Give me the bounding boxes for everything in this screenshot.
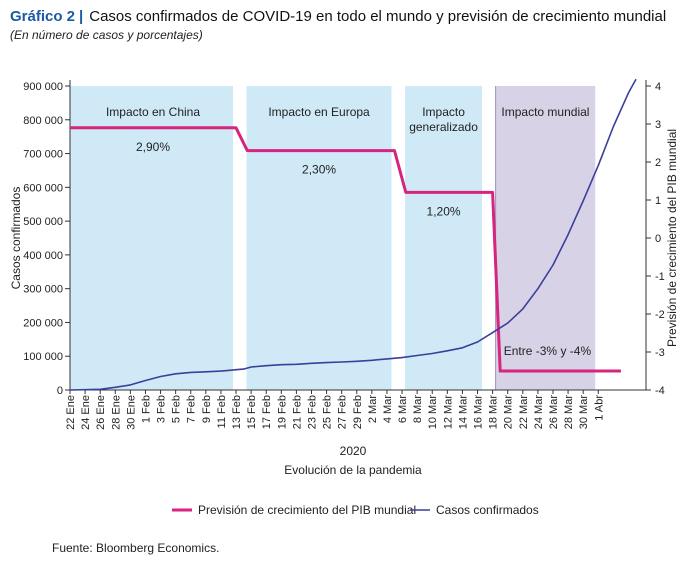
y-left-tick-label: 700 000 xyxy=(23,149,63,161)
phase-value-label: 2,90% xyxy=(136,140,170,154)
x-tick-label: 19 Feb xyxy=(276,395,288,429)
x-tick-label: 4 Mar xyxy=(382,395,394,423)
x-tick-label: 2 Mar xyxy=(367,395,379,423)
phase-labels: Impacto en China 2,90% Impacto en Europa 2,… xyxy=(106,105,591,358)
x-tick-label: 26 Ene xyxy=(95,395,107,430)
chart-subtitle: (En número de casos y porcentajes) xyxy=(10,28,203,42)
x-tick-label: 27 Feb xyxy=(337,395,349,429)
x-tick-label: 11 Feb xyxy=(216,395,228,428)
x-tick-label: 23 Feb xyxy=(306,395,318,429)
series-line-cases xyxy=(69,78,637,391)
phase-value-label: Entre -3% y -4% xyxy=(504,344,592,358)
x-tick-label: 3 Feb xyxy=(156,395,168,423)
y-left-tick-label: 800 000 xyxy=(23,115,63,127)
x-tick-label: 22 Mar xyxy=(518,395,530,430)
y-left-tick-label: 0 xyxy=(57,385,63,397)
phase-band xyxy=(495,86,596,390)
x-tick-label: 10 Mar xyxy=(427,395,439,430)
y-right-tick-label: 1 xyxy=(655,195,661,207)
x-tick-label: 1 Feb xyxy=(140,395,152,423)
x-tick-label: 7 Feb xyxy=(186,395,198,423)
figure-label: Gráfico 2 xyxy=(10,8,76,25)
source-note: Fuente: Bloomberg Economics. xyxy=(52,541,220,555)
phase-band xyxy=(405,86,483,390)
y-left-tick-label: 200 000 xyxy=(23,317,63,329)
phase-title: Impacto en Europa xyxy=(268,105,370,119)
x-tick-label: 20 Mar xyxy=(503,395,515,430)
x-tick-label: 8 Mar xyxy=(412,395,424,423)
y-left-tick-label: 100 000 xyxy=(23,351,63,363)
y-left-tick-label: 600 000 xyxy=(23,182,63,194)
y-right-tick-label: -3 xyxy=(655,347,665,359)
series-lines xyxy=(69,78,637,391)
x-tick-label: 25 Feb xyxy=(322,395,334,429)
x-tick-label: 1 Abr xyxy=(593,395,605,421)
x-tick-label: 18 Mar xyxy=(488,395,500,430)
x-axis-year: 2020 xyxy=(340,444,367,458)
x-tick-label: 28 Ene xyxy=(110,395,122,430)
legend-gdp-label: Previsión de crecimiento del PIB mundial xyxy=(198,503,416,517)
y-axis-right-label: Previsión de crecimiento del PIB mundial xyxy=(665,129,679,347)
series-line-gdp xyxy=(70,126,621,373)
y-left-tick-label: 500 000 xyxy=(23,216,63,228)
phase-title: Impacto mundial xyxy=(501,105,589,119)
phase-title: Impacto xyxy=(422,105,465,119)
x-tick-label: 12 Mar xyxy=(442,395,454,430)
y-left-tick-label: 400 000 xyxy=(23,250,63,262)
phase-band xyxy=(246,86,392,390)
y-axis-left-label: Casos confirmados xyxy=(9,187,23,290)
phase-bands xyxy=(70,86,596,390)
phase-value-label: 2,30% xyxy=(302,163,336,177)
x-tick-label: 28 Mar xyxy=(563,395,575,430)
x-tick-label: 26 Mar xyxy=(548,395,560,430)
x-axis-label: Evolución de la pandemia xyxy=(284,463,422,477)
axes: 0 100 000 200 000 300 000 400 000 500 000 600 … xyxy=(9,80,679,477)
y-right-tick-label: -1 xyxy=(655,271,665,283)
x-tick-label: 29 Feb xyxy=(352,395,364,429)
x-tick-label: 30 Mar xyxy=(578,395,590,430)
x-tick-label: 17 Feb xyxy=(261,395,273,429)
x-tick-label: 14 Mar xyxy=(457,395,469,430)
x-tick-label: 15 Feb xyxy=(246,395,258,429)
phase-title: Impacto en China xyxy=(106,105,200,119)
x-tick-label: 24 Ene xyxy=(80,395,92,430)
y-left-tick-label: 900 000 xyxy=(23,81,63,93)
phase-value-label: 1,20% xyxy=(427,204,461,218)
x-tick-label: 30 Ene xyxy=(125,395,137,430)
legend: Previsión de crecimiento del PIB mundial… xyxy=(172,503,539,517)
legend-cases-label: Casos confirmados xyxy=(436,503,539,517)
y-right-tick-label: 4 xyxy=(655,81,661,93)
phase-band xyxy=(70,86,234,390)
y-right-tick-label: -2 xyxy=(655,309,665,321)
chart-title-row: Gráfico 2 | Casos confirmados de COVID-19 … xyxy=(10,8,666,25)
x-tick-label: 6 Mar xyxy=(397,395,409,423)
x-tick-label: 16 Mar xyxy=(473,395,485,430)
x-tick-label: 13 Feb xyxy=(231,395,243,429)
title-separator: | xyxy=(79,8,84,25)
chart-title: Casos confirmados de COVID-19 en todo el… xyxy=(89,8,667,25)
y-right-tick-label: -4 xyxy=(655,385,665,397)
y-left-tick-label: 300 000 xyxy=(23,284,63,296)
x-tick-label: 21 Feb xyxy=(291,395,303,429)
x-tick-label: 22 Ene xyxy=(65,395,77,430)
x-tick-label: 24 Mar xyxy=(533,395,545,430)
x-tick-label: 5 Feb xyxy=(171,395,183,423)
phase-title: generalizado xyxy=(409,120,478,134)
y-right-tick-label: 2 xyxy=(655,157,661,169)
x-tick-label: 9 Feb xyxy=(201,395,213,423)
y-right-tick-label: 0 xyxy=(655,233,661,245)
y-right-tick-label: 3 xyxy=(655,119,661,131)
